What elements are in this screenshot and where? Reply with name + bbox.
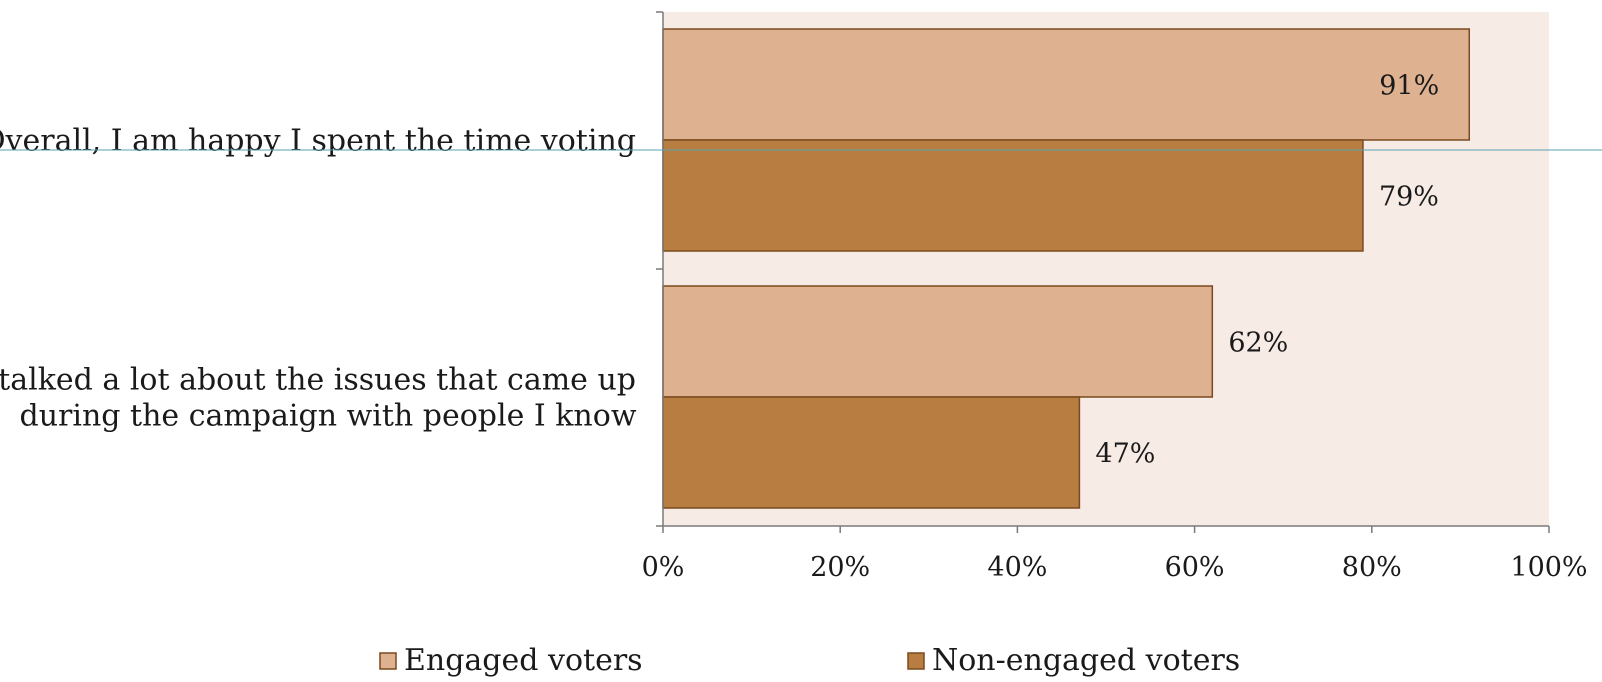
data-labels-layer: 91% 79% 62% 47%	[1095, 71, 1439, 470]
x-tick-label: 80%	[1342, 552, 1402, 583]
x-tick-label: 20%	[810, 552, 870, 583]
x-tick-label: 0%	[642, 552, 685, 583]
data-label: 91%	[1379, 71, 1439, 102]
x-axis-ticks: 0% 20% 40% 60% 80% 100%	[642, 11, 1588, 583]
x-tick-label: 40%	[987, 552, 1047, 583]
category-label: during the campaign with people I know	[20, 399, 637, 434]
legend-swatch	[907, 652, 925, 670]
category-label: I talked a lot about the issues that cam…	[0, 363, 636, 398]
bar-engaged-2	[662, 285, 1214, 398]
category-label: Overall, I am happy I spent the time vot…	[0, 124, 636, 159]
bars-layer	[662, 28, 1471, 509]
bar-non-engaged-1	[662, 139, 1364, 252]
bar-engaged-1	[662, 28, 1471, 141]
category-labels: Overall, I am happy I spent the time vot…	[0, 124, 637, 434]
data-label: 62%	[1228, 328, 1288, 359]
legend-label: Non-engaged voters	[932, 643, 1240, 678]
x-tick-label: 100%	[1510, 552, 1587, 583]
data-label: 47%	[1095, 439, 1155, 470]
data-label: 79%	[1379, 182, 1439, 213]
legend-label: Engaged voters	[404, 643, 643, 678]
bar-non-engaged-2	[662, 396, 1081, 509]
legend: Engaged voters Non-engaged voters	[379, 643, 1240, 678]
x-tick-label: 60%	[1165, 552, 1225, 583]
legend-swatch	[379, 652, 397, 670]
